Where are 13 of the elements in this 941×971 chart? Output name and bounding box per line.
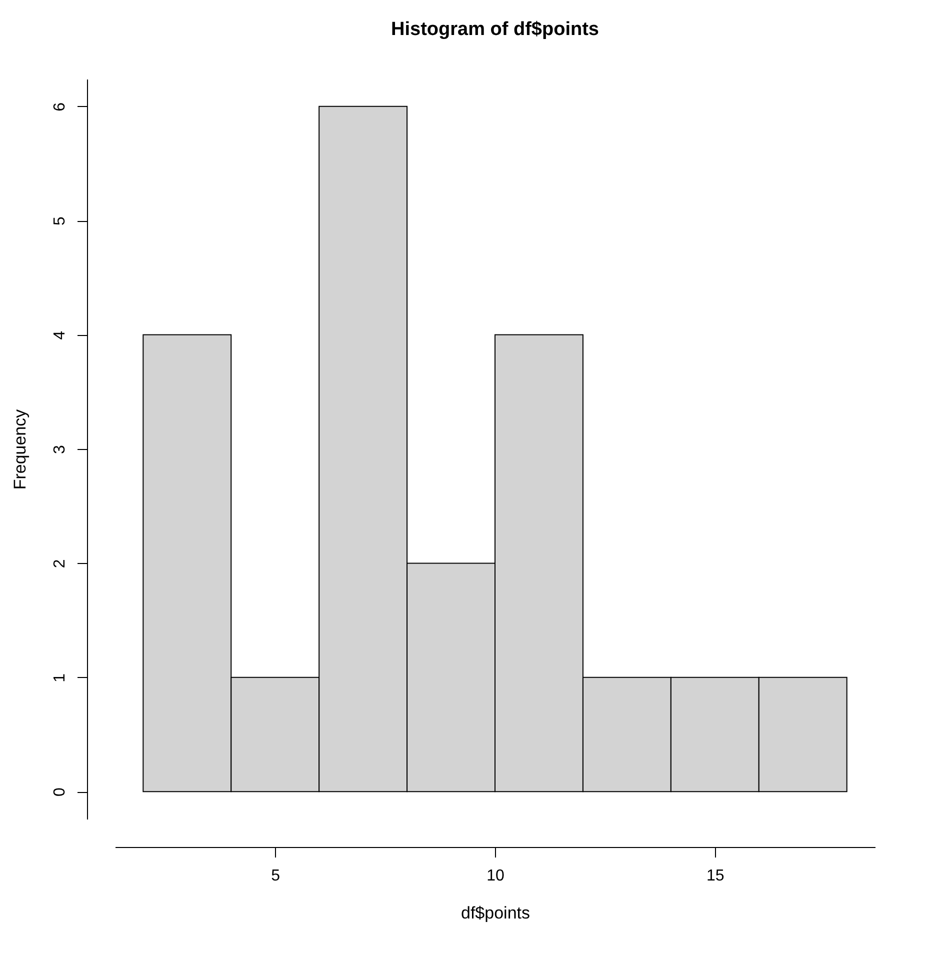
y-tick-label: 3 — [52, 444, 68, 454]
x-axis-title: df$points — [461, 904, 530, 922]
y-tick-label: 0 — [52, 788, 68, 797]
x-tick-label: 15 — [706, 868, 724, 884]
y-tick-label: 6 — [52, 102, 68, 112]
x-tick-label: 5 — [271, 868, 280, 884]
y-tick-label: 1 — [52, 673, 68, 682]
y-tick-label: 2 — [52, 559, 68, 568]
x-tick-label: 10 — [486, 868, 504, 884]
y-tick-label: 4 — [52, 330, 68, 340]
y-axis-title: Frequency — [10, 408, 30, 490]
y-tick-label: 5 — [52, 216, 68, 226]
chart-title: Histogram of df$points — [391, 19, 599, 40]
